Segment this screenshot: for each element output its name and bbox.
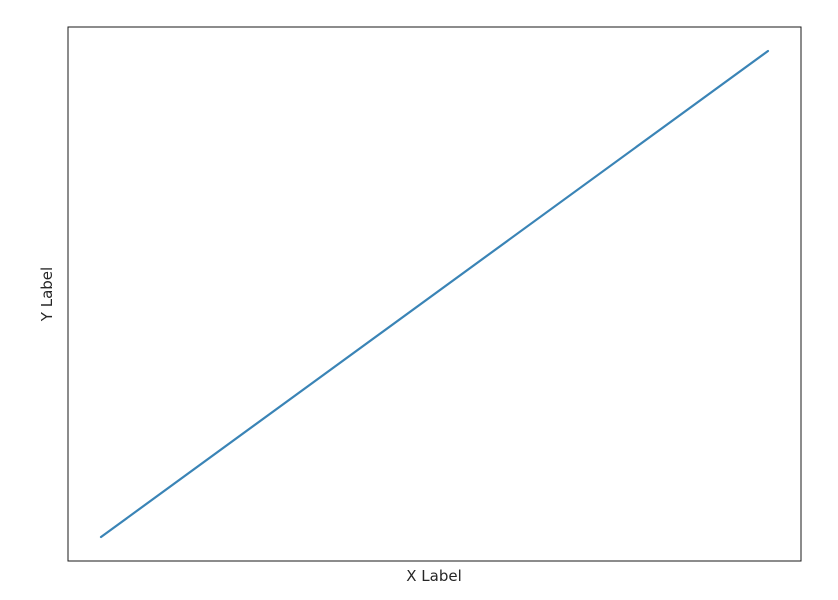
series-layer [99, 49, 770, 539]
plot-frame [67, 26, 802, 562]
series-line-1 [99, 49, 770, 539]
x-axis-label: X Label [406, 567, 462, 585]
y-axis-label: Y Label [38, 267, 56, 322]
